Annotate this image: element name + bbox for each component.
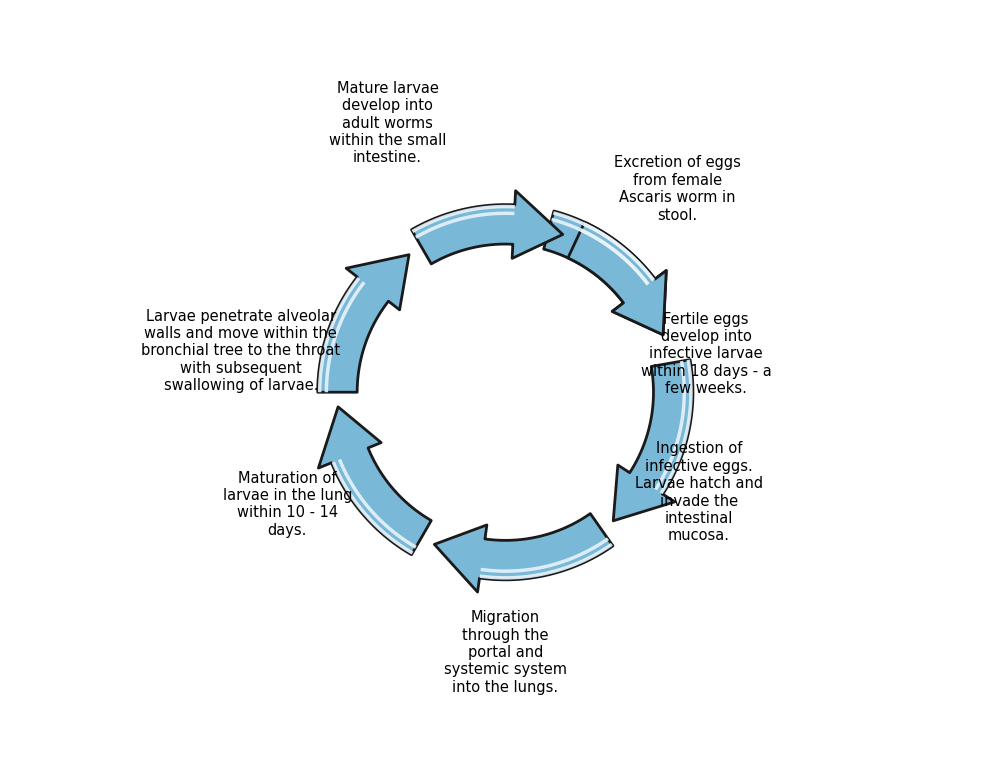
Polygon shape [568, 222, 667, 335]
Text: Maturation of
larvae in the lung
within 10 - 14
days.: Maturation of larvae in the lung within … [223, 470, 352, 538]
Polygon shape [318, 407, 431, 555]
Polygon shape [543, 211, 667, 335]
Polygon shape [435, 513, 613, 592]
Text: Ingestion of
infective eggs.
Larvae hatch and
invade the
intestinal
mucosa.: Ingestion of infective eggs. Larvae hatc… [635, 441, 763, 543]
Polygon shape [317, 255, 409, 392]
Polygon shape [317, 255, 409, 392]
Text: Migration
through the
portal and
systemic system
into the lungs.: Migration through the portal and systemi… [444, 610, 567, 695]
Polygon shape [411, 190, 563, 264]
Text: Excretion of eggs
from female
Ascaris worm in
stool.: Excretion of eggs from female Ascaris wo… [614, 155, 741, 223]
Polygon shape [435, 513, 613, 592]
Polygon shape [568, 222, 667, 335]
Text: Mature larvae
develop into
adult worms
within the small
intestine.: Mature larvae develop into adult worms w… [328, 81, 447, 165]
Polygon shape [318, 407, 431, 555]
Polygon shape [613, 360, 693, 521]
Polygon shape [613, 360, 693, 521]
Text: Larvae penetrate alveolar
walls and move within the
bronchial tree to the throat: Larvae penetrate alveolar walls and move… [141, 309, 340, 393]
Polygon shape [543, 211, 667, 335]
Polygon shape [411, 190, 563, 264]
Text: Fertile eggs
develop into
infective larvae
within 18 days - a
few weeks.: Fertile eggs develop into infective larv… [641, 311, 772, 396]
